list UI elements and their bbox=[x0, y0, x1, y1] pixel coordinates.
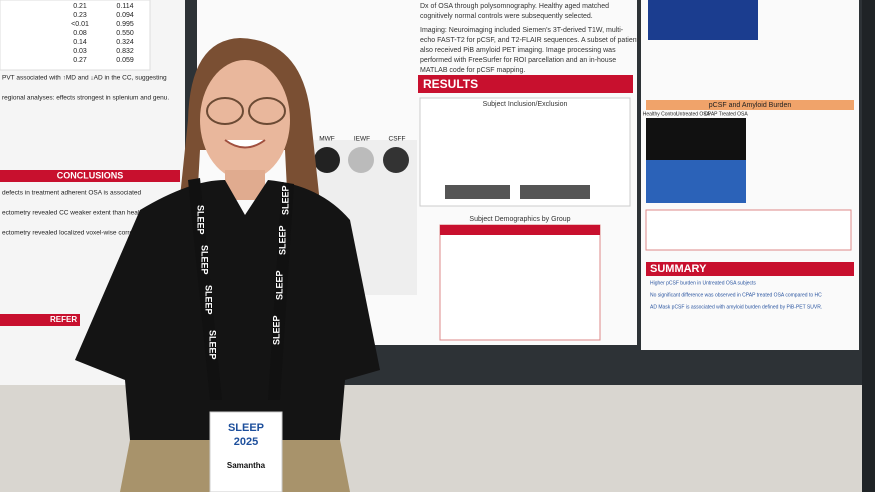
brain-scan bbox=[383, 147, 409, 173]
group-label: Untreated OSA bbox=[676, 111, 711, 117]
summary-line: AD Mask pCSF is associated with amyloid … bbox=[650, 304, 822, 310]
center-text: Dx of OSA through polysomnography. Healt… bbox=[319, 3, 642, 223]
lanyard-text: SLEEP bbox=[200, 245, 210, 275]
brain-maps bbox=[648, 0, 758, 40]
body-line: Dx of OSA through polysomnography. Healt… bbox=[420, 3, 609, 10]
glasses bbox=[248, 97, 286, 125]
section-heading: SUMMARY bbox=[650, 263, 707, 275]
group-label: CPAP Treated OSA bbox=[704, 111, 748, 117]
lanyard-text: SLEEP bbox=[208, 330, 218, 360]
body-line: Imaging: Neuroimaging included Siemen's … bbox=[420, 27, 624, 34]
table-cell: 0.995 bbox=[116, 21, 134, 28]
lanyard-text: SLEEP bbox=[280, 185, 290, 215]
table-cell: 0.324 bbox=[116, 39, 134, 46]
table-cell: 0.27 bbox=[73, 57, 87, 64]
table-cell: <0.01 bbox=[71, 21, 89, 28]
group-label: Healthy Control bbox=[643, 111, 677, 117]
figure-label: MWF bbox=[319, 136, 335, 143]
body-line: PVT associated with ↑MD and ↓AD in the C… bbox=[2, 75, 167, 82]
table-cell: 0.832 bbox=[116, 48, 134, 55]
section-heading: CONCLUSIONS bbox=[57, 170, 124, 180]
table-cell: 0.21 bbox=[73, 3, 87, 10]
smile bbox=[224, 139, 266, 149]
demographics-table bbox=[439, 224, 601, 341]
lanyard-text: SLEEP bbox=[204, 285, 214, 315]
brain-grid-blue bbox=[646, 160, 746, 203]
table-cell: 0.059 bbox=[116, 57, 134, 64]
table-cell: 0.08 bbox=[73, 30, 87, 37]
flow-box bbox=[445, 185, 510, 199]
right-table bbox=[645, 209, 852, 251]
left-table bbox=[0, 0, 151, 71]
section-heading: RESULTS bbox=[423, 77, 478, 91]
face bbox=[200, 60, 290, 180]
table-cell: 0.14 bbox=[73, 39, 87, 46]
shirt bbox=[75, 180, 380, 440]
figure-title: Subject Demographics by Group bbox=[469, 216, 570, 223]
table-cell: 0.03 bbox=[73, 48, 87, 55]
body-line: ectometry revealed CC weaker extent than… bbox=[2, 210, 149, 217]
body-line: performed with FreeSurfer for ROI parcel… bbox=[420, 57, 616, 64]
table-cell: 0.114 bbox=[117, 3, 134, 10]
body-line: MATLAB code for pCSF mapping. bbox=[420, 67, 525, 74]
table-cell: 0.550 bbox=[116, 30, 134, 37]
lanyard-right bbox=[268, 182, 294, 400]
table-cell: 0.23 bbox=[73, 12, 87, 19]
figure-label: IEWF bbox=[354, 136, 370, 143]
summary-bar bbox=[646, 262, 854, 276]
figure-label: CSFF bbox=[389, 136, 406, 143]
amyloid-bar bbox=[646, 100, 854, 110]
figure-title: pCSF and Amyloid Burden bbox=[709, 102, 792, 109]
badge-name: Samantha bbox=[227, 461, 266, 470]
lanyard-text: SLEEP bbox=[196, 205, 206, 235]
frame bbox=[862, 0, 875, 492]
body-line: cognitively normal controls were subsequ… bbox=[420, 13, 593, 20]
body-line: echo FAST-T2 for pCSF, and T2-FLAIR sequ… bbox=[420, 37, 643, 44]
person bbox=[75, 38, 380, 492]
lanyard-text: SLEEP bbox=[274, 270, 284, 300]
lanyard-text: SLEEP bbox=[277, 225, 287, 255]
conclusions-bar bbox=[0, 170, 180, 182]
body-line: also received PiB amyloid PET imaging. I… bbox=[420, 47, 616, 54]
results-bar bbox=[418, 75, 633, 93]
badge bbox=[209, 411, 283, 492]
body-line: regional analyses: effects strongest in … bbox=[2, 95, 169, 102]
body-line: defects in treatment adherent OSA is ass… bbox=[2, 190, 141, 197]
summary-line: No significant difference was observed i… bbox=[650, 292, 822, 298]
badge-year: 2025 bbox=[234, 436, 258, 448]
left-text: 0.21 0.114 0.23 0.094 <0.01 0.995 0.08 0.550 0.1… bbox=[2, 3, 169, 324]
reference-bar bbox=[0, 314, 80, 326]
brain-scan bbox=[314, 147, 340, 173]
summary-line: Higher pCSF burden in Untreated OSA subj… bbox=[650, 280, 756, 286]
figure-title: Subject Inclusion/Exclusion bbox=[483, 101, 568, 108]
body-line: ectometry revealed localized voxel-wise … bbox=[2, 230, 153, 237]
table-cell: 0.094 bbox=[116, 12, 134, 19]
lanyard-text: SLEEP bbox=[271, 315, 281, 345]
badge-event: SLEEP bbox=[228, 422, 264, 434]
brain-scan bbox=[348, 147, 374, 173]
badge-text: SLEEP SLEEP SLEEP SLEEP SLEEP SLEEP SLEEP SLEEP… bbox=[196, 185, 291, 470]
glasses bbox=[206, 97, 244, 125]
lanyard-left bbox=[188, 178, 222, 400]
flow-box bbox=[520, 185, 590, 199]
table-header bbox=[440, 225, 600, 235]
section-heading: REFER bbox=[50, 315, 77, 324]
